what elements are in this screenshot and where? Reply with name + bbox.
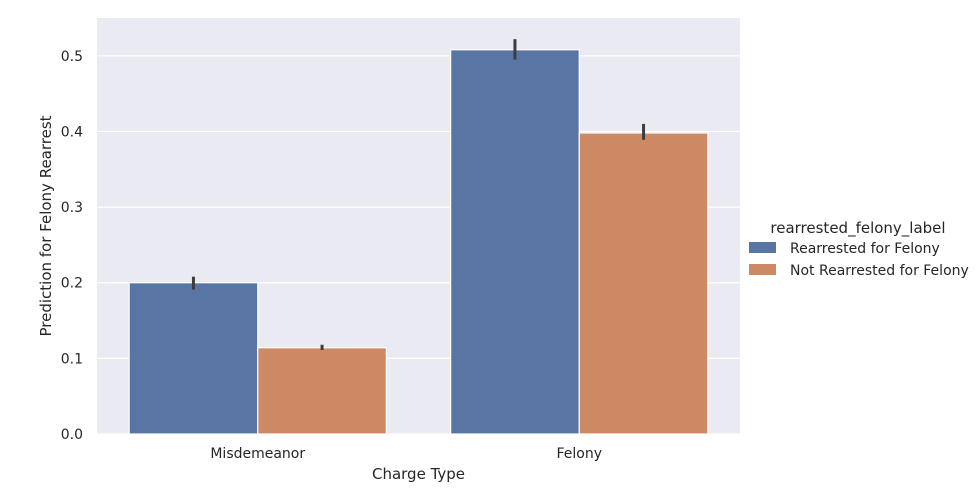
legend-title: rearrested_felony_label (770, 219, 945, 238)
legend-label: Rearrested for Felony (790, 241, 940, 257)
bar (128, 282, 259, 435)
error-bars (191, 39, 646, 351)
x-axis-label: Charge Type (372, 465, 465, 483)
y-axis-ticks: 0.0 0.1 0.2 0.3 0.4 0.5 (61, 49, 83, 443)
bar (450, 49, 580, 435)
y-axis-label: Prediction for Felony Rearrest (37, 115, 55, 336)
legend-swatch (749, 264, 776, 275)
y-tick-label: 0.1 (61, 351, 83, 367)
x-axis-ticks: Misdemeanor Felony (210, 446, 602, 462)
y-tick-label: 0.0 (61, 427, 83, 443)
legend-label: Not Rearrested for Felony (790, 263, 969, 279)
x-tick-label: Felony (556, 446, 602, 462)
bars (128, 49, 709, 435)
bar (578, 132, 709, 435)
legend-swatch (749, 242, 776, 253)
y-tick-label: 0.4 (61, 124, 83, 140)
legend: rearrested_felony_label Rearrested for F… (749, 219, 969, 279)
y-tick-label: 0.2 (61, 276, 83, 292)
y-tick-label: 0.3 (61, 200, 83, 216)
x-tick-label: Misdemeanor (210, 446, 305, 462)
bar (257, 347, 387, 435)
y-tick-label: 0.5 (61, 49, 83, 65)
